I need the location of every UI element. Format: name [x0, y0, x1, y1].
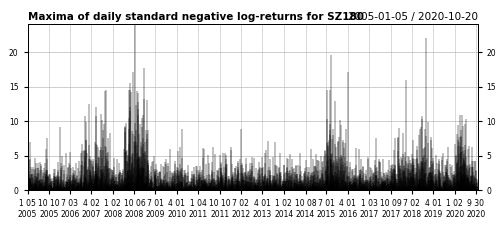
Text: 2005-01-05 / 2020-10-20: 2005-01-05 / 2020-10-20: [348, 12, 478, 22]
Text: Maxima of daily standard negative log-returns for SZ180: Maxima of daily standard negative log-re…: [28, 12, 363, 22]
